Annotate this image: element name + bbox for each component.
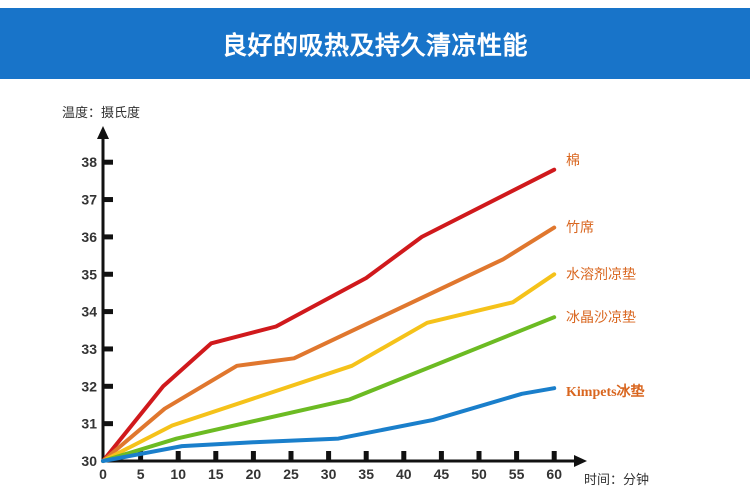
ticks: 30 31 32 33 34 35 36 37 38 0 5 10 15 20 25 30 35 40 45 50 55… [81, 154, 562, 482]
y-tick [103, 309, 113, 315]
x-tick-label: 5 [137, 466, 145, 482]
x-tick-label: 30 [321, 466, 337, 482]
x-tick [514, 451, 520, 461]
y-tick-label: 33 [81, 341, 97, 357]
x-tick [438, 451, 444, 461]
title-banner: 良好的吸热及持久清凉性能 [0, 8, 750, 79]
y-tick [103, 234, 113, 240]
y-tick [103, 383, 113, 389]
x-tick-label: 0 [99, 466, 107, 482]
x-tick-label: 50 [471, 466, 487, 482]
x-tick-label: 40 [396, 466, 412, 482]
x-tick [326, 451, 332, 461]
x-tick [401, 451, 407, 461]
x-axis-arrow [574, 455, 587, 467]
x-tick [476, 451, 482, 461]
y-tick-label: 34 [81, 304, 97, 320]
series-lines [101, 167, 557, 463]
y-tick-label: 30 [81, 453, 97, 469]
x-axis-title: 时间：分钟 [584, 473, 650, 488]
y-tick-label: 37 [81, 192, 97, 208]
x-tick-label: 25 [283, 466, 299, 482]
x-tick-label: 35 [358, 466, 374, 482]
series-line [101, 272, 557, 463]
x-tick [363, 451, 369, 461]
y-tick [103, 197, 113, 203]
series-line [101, 315, 557, 463]
x-tick-label: 55 [509, 466, 525, 482]
y-tick-label: 32 [81, 378, 97, 394]
x-tick [250, 451, 256, 461]
series-line [101, 225, 557, 463]
y-tick [103, 421, 113, 427]
y-tick-label: 36 [81, 229, 97, 245]
axes [97, 126, 587, 467]
x-tick [175, 451, 181, 461]
series-label: 冰晶沙凉垫 [566, 310, 636, 326]
y-tick-label: 31 [81, 416, 97, 432]
y-axis-arrow [97, 126, 109, 139]
y-tick [103, 346, 113, 352]
x-tick [138, 451, 144, 461]
x-tick-label: 10 [170, 466, 186, 482]
y-tick-label: 35 [81, 266, 97, 282]
x-tick-label: 20 [246, 466, 262, 482]
series-label: 棉 [566, 152, 580, 169]
x-tick [213, 451, 219, 461]
y-axis-title: 温度：摄氏度 [62, 106, 141, 121]
x-tick [551, 451, 557, 461]
series-line [101, 167, 557, 463]
x-tick-label: 15 [208, 466, 224, 482]
x-tick [288, 451, 294, 461]
x-tick-label: 45 [434, 466, 450, 482]
y-tick [103, 159, 113, 165]
series-label: 竹席 [566, 220, 594, 236]
series-label: 水溶剂凉垫 [566, 267, 636, 283]
y-tick [103, 271, 113, 277]
series-line [101, 386, 557, 463]
banner-title: 良好的吸热及持久清凉性能 [221, 30, 528, 60]
x-tick-label: 60 [546, 466, 562, 482]
y-tick-label: 38 [81, 154, 97, 170]
series-label: Kimpets冰垫 [566, 383, 645, 400]
